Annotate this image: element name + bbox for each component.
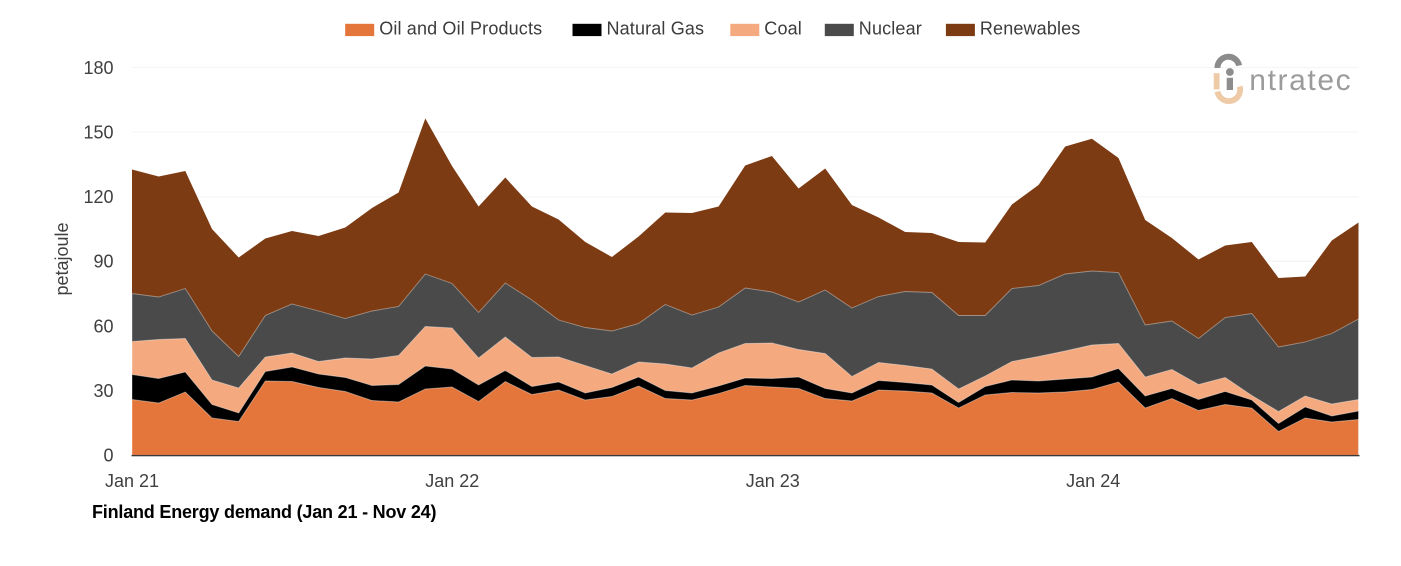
- svg-text:120: 120: [83, 187, 113, 207]
- svg-text:Natural Gas: Natural Gas: [607, 19, 705, 39]
- svg-text:90: 90: [93, 252, 113, 272]
- svg-text:ntratec: ntratec: [1249, 64, 1352, 97]
- svg-text:Nuclear: Nuclear: [859, 19, 922, 39]
- svg-text:Jan 22: Jan 22: [425, 471, 479, 491]
- svg-text:30: 30: [93, 381, 113, 401]
- svg-text:Coal: Coal: [764, 19, 802, 39]
- svg-text:Renewables: Renewables: [980, 19, 1081, 39]
- svg-text:60: 60: [93, 316, 113, 336]
- svg-text:Oil and Oil Products: Oil and Oil Products: [379, 19, 542, 39]
- svg-text:Jan 24: Jan 24: [1066, 471, 1120, 491]
- svg-text:Jan 23: Jan 23: [746, 471, 800, 491]
- svg-text:150: 150: [83, 123, 113, 143]
- svg-text:Finland Energy demand (Jan 21: Finland Energy demand (Jan 21 - Nov 24): [92, 502, 436, 522]
- svg-text:petajoule: petajoule: [52, 222, 72, 295]
- svg-text:180: 180: [83, 58, 113, 78]
- svg-text:0: 0: [103, 446, 113, 466]
- svg-text:Jan 21: Jan 21: [105, 471, 159, 491]
